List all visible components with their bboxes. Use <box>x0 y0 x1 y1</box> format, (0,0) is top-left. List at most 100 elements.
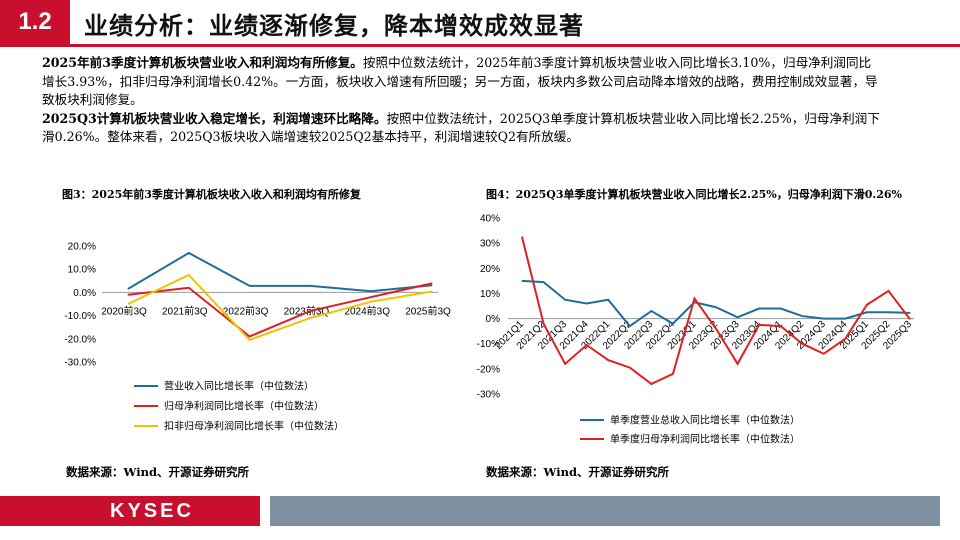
paragraph-1-lead: 2025年前3季度计算机板块营业收入和利润均有所修复。 <box>42 55 363 70</box>
brand-logo-text: KYSEC <box>110 499 194 522</box>
y-tick-label: 0% <box>486 314 501 325</box>
data-point <box>521 280 523 282</box>
data-point <box>249 339 251 341</box>
figure4-title: 图4：2025Q3单季度计算机板块营业收入同比增长2.25%，归母净利润下滑0.… <box>486 188 902 201</box>
series-line-1 <box>127 251 433 293</box>
data-point <box>844 318 846 320</box>
data-point <box>370 290 372 292</box>
y-tick-label: -30% <box>477 390 500 401</box>
header-rule <box>0 44 960 47</box>
data-point <box>715 328 717 330</box>
data-point <box>309 310 311 312</box>
x-tick-label: 2024前3Q <box>344 304 390 317</box>
data-point <box>758 308 760 310</box>
data-point <box>431 284 433 286</box>
data-point <box>823 318 825 320</box>
legend-label: 营业收入同比增长率（中位数法） <box>164 380 314 393</box>
data-point <box>629 325 631 327</box>
brand-logo-bar: KYSEC <box>0 496 260 526</box>
series-line-2 <box>521 236 911 386</box>
data-point <box>431 290 433 292</box>
data-point <box>309 317 311 319</box>
data-point <box>309 285 311 287</box>
data-point <box>188 252 190 254</box>
figure4-chart: 40%30%20%10%0%-10%-20%-30%2021Q12021Q220… <box>477 214 915 446</box>
figure4-source: 数据来源：Wind、开源证券研究所 <box>486 465 669 479</box>
data-point <box>887 290 889 292</box>
data-point <box>844 338 846 340</box>
data-point <box>370 296 372 298</box>
x-tick-label: 2021前3Q <box>162 304 208 317</box>
legend-label: 归母净利润同比增长率（中位数法） <box>164 400 324 413</box>
legend-label: 扣非归母净利润同比增长率（中位数法） <box>164 420 344 433</box>
section-number-badge: 1.2 <box>0 0 70 44</box>
y-tick-label: -20% <box>477 364 500 375</box>
data-point <box>909 318 911 320</box>
data-point <box>780 308 782 310</box>
data-point <box>188 274 190 276</box>
paragraph-1-text: 按照中位数法统计，2025年前3季度计算机板块营业收入同比增长3.10%，归母净… <box>42 55 878 107</box>
paragraph-2-lead: 2025Q3计算机板块营业收入稳定增长，利润增速环比略降。 <box>42 110 387 126</box>
y-tick-label: 30% <box>480 239 500 250</box>
data-point <box>249 335 251 337</box>
y-tick-label: 40% <box>480 214 500 225</box>
figure3-source: 数据来源：Wind、开源证券研究所 <box>66 465 249 479</box>
data-point <box>866 304 868 306</box>
figure3-chart: 20.0% 10.0% 0.0% -10.0% -20.0% -30.0% 2020前3Q 2… <box>64 242 451 433</box>
series-line-3 <box>127 273 433 342</box>
data-point <box>672 323 674 325</box>
data-point <box>127 288 129 290</box>
data-point <box>780 325 782 327</box>
y-tick-label: -20.0% <box>64 334 96 345</box>
series-line-1 <box>521 279 911 328</box>
data-point <box>801 315 803 317</box>
paragraph-2-text: 按照中位数法统计，2025Q3单季度计算机板块营业收入同比增长2.25%，归母净… <box>42 110 880 145</box>
page-title: 业绩分析：业绩逐渐修复，降本增效成效显著 <box>84 12 584 40</box>
data-point <box>607 299 609 301</box>
y-tick-label: 10.0% <box>68 265 96 276</box>
x-tick-label: 2023前3Q <box>284 304 330 317</box>
data-point <box>693 297 695 299</box>
data-point <box>564 299 566 301</box>
data-point <box>586 344 588 346</box>
y-tick-label: 10% <box>480 289 500 300</box>
data-point <box>127 303 129 305</box>
data-point <box>758 324 760 326</box>
data-point <box>543 323 545 325</box>
data-point <box>737 363 739 365</box>
data-point <box>866 311 868 313</box>
paragraph-2: 2025Q3计算机板块营业收入稳定增长，利润增速环比略降。按照中位数法统计，20… <box>42 110 882 147</box>
data-point <box>370 301 372 303</box>
data-point <box>607 359 609 361</box>
x-tick-label: 2020前3Q <box>101 304 147 317</box>
data-point <box>586 302 588 304</box>
paragraph-1: 2025年前3季度计算机板块营业收入和利润均有所修复。按照中位数法统计，2025… <box>42 54 882 110</box>
data-point <box>909 312 911 314</box>
x-tick-label: 2025前3Q <box>405 304 451 317</box>
data-point <box>887 311 889 313</box>
legend-label: 单季度营业总收入同比增长率（中位数法） <box>610 414 800 427</box>
data-point <box>650 310 652 312</box>
y-tick-label: -10% <box>477 339 500 350</box>
data-point <box>543 281 545 283</box>
data-point <box>823 353 825 355</box>
data-point <box>188 287 190 289</box>
y-tick-label: -10.0% <box>64 311 96 322</box>
body-text: 2025年前3季度计算机板块营业收入和利润均有所修复。按照中位数法统计，2025… <box>42 54 882 147</box>
data-point <box>672 373 674 375</box>
footer-bar <box>270 496 940 526</box>
data-point <box>249 285 251 287</box>
y-tick-label: 0.0% <box>73 288 96 299</box>
data-point <box>431 282 433 284</box>
x-tick-label: 2022前3Q <box>223 304 269 317</box>
data-point <box>801 343 803 345</box>
series-line-2 <box>127 282 433 338</box>
figure3-title: 图3：2025年前3季度计算机板块收入收入和利润均有所修复 <box>62 188 361 201</box>
y-tick-label: -30.0% <box>64 358 96 369</box>
data-point <box>521 236 523 238</box>
data-point <box>715 306 717 308</box>
legend-label: 单季度归母净利润同比增长率（中位数法） <box>610 433 800 446</box>
data-point <box>564 363 566 365</box>
data-point <box>629 367 631 369</box>
data-point <box>650 383 652 385</box>
